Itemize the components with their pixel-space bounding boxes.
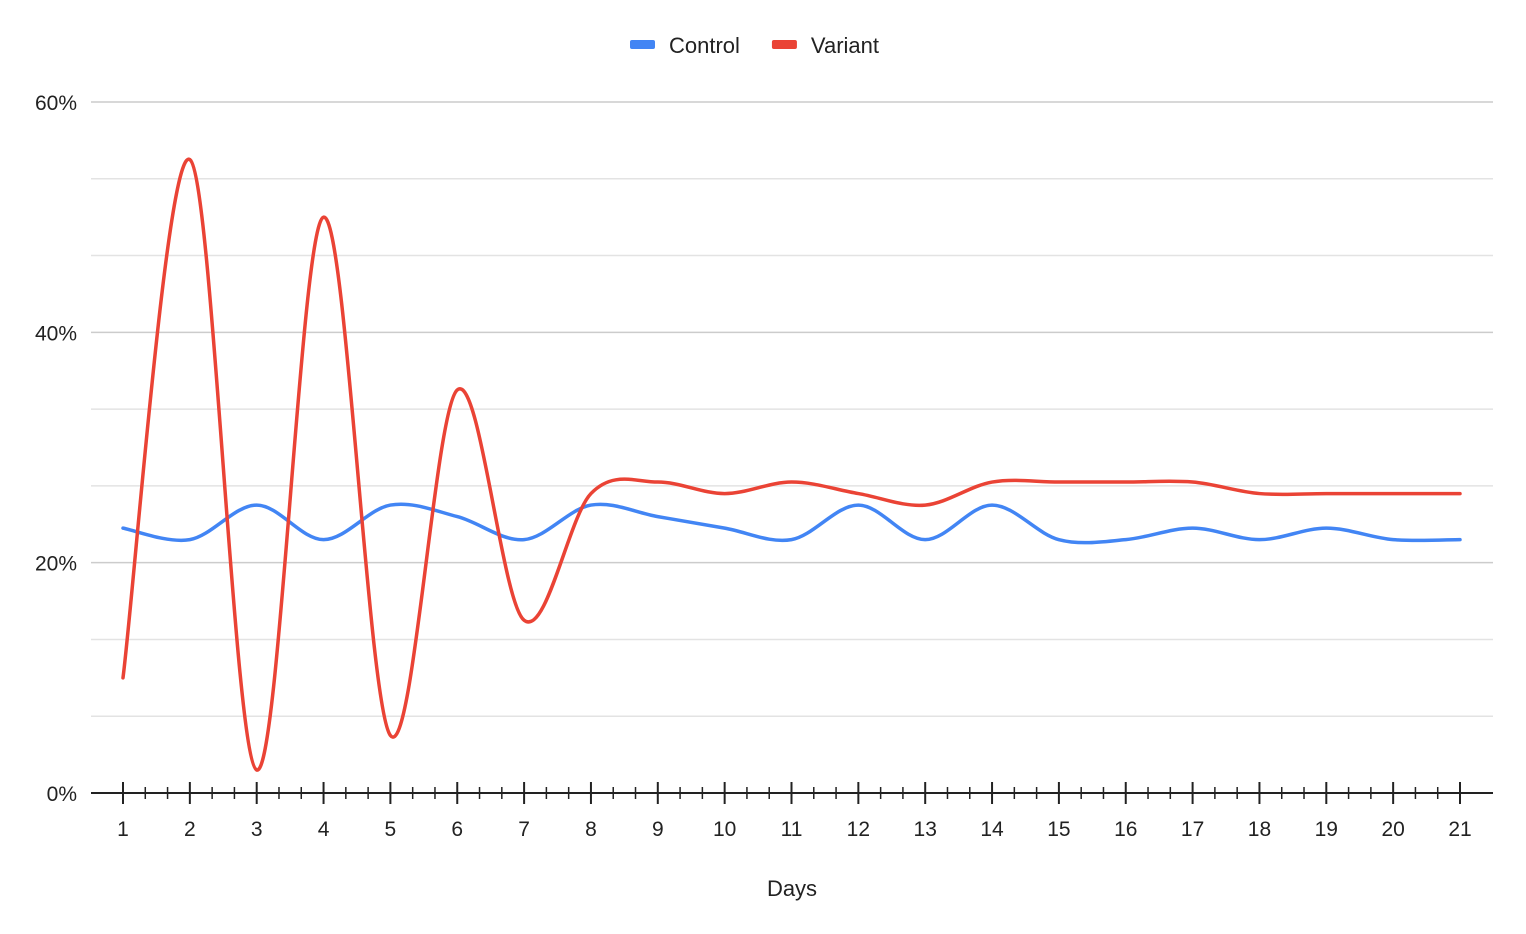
y-tick-label: 0%: [47, 783, 77, 806]
x-tick-label: 9: [652, 818, 664, 841]
x-tick-label: 13: [914, 818, 937, 841]
x-tick-label: 15: [1047, 818, 1070, 841]
series-line-variant: [121, 157, 1462, 772]
x-tick-label: 12: [847, 818, 870, 841]
x-tick-label: 21: [1448, 818, 1471, 841]
x-tick-label: 11: [781, 818, 803, 841]
x-tick-label: 6: [451, 818, 463, 841]
legend-swatch-variant: [771, 40, 797, 49]
x-tick-label: 20: [1381, 818, 1404, 841]
legend-swatch-control: [630, 40, 655, 49]
x-tick-label: 8: [585, 818, 597, 841]
legend-label-control: Control: [669, 33, 740, 58]
x-tick-label: 5: [385, 818, 397, 841]
y-tick-label: 20%: [35, 553, 77, 576]
y-gridlines: [91, 101, 1493, 717]
x-axis: 1 2 3 4 5 6 7 8 9 10 11 12 13 14 15 16 17 18 19 20 21: [91, 782, 1493, 841]
x-axis-title: Days: [767, 876, 817, 901]
y-axis-tick-labels: 0% 20% 40% 60%: [35, 92, 77, 806]
x-tick-label: 16: [1114, 818, 1137, 841]
series-lines: [121, 157, 1462, 772]
legend-label-variant: Variant: [811, 33, 879, 58]
x-tick-label: 4: [318, 818, 330, 841]
x-tick-label: 17: [1181, 818, 1204, 841]
x-tick-label: 14: [980, 818, 1004, 841]
chart-legend: Control Variant: [630, 33, 879, 58]
y-tick-label: 60%: [35, 92, 77, 115]
x-tick-label: 10: [713, 818, 736, 841]
x-tick-label: 7: [518, 818, 530, 841]
x-tick-label: 18: [1248, 818, 1271, 841]
series-line-control: [121, 502, 1462, 545]
x-tick-label: 3: [251, 818, 263, 841]
x-tick-label: 1: [117, 818, 129, 841]
y-tick-label: 40%: [35, 322, 77, 345]
x-tick-label: 19: [1315, 818, 1338, 841]
x-tick-label: 2: [184, 818, 196, 841]
